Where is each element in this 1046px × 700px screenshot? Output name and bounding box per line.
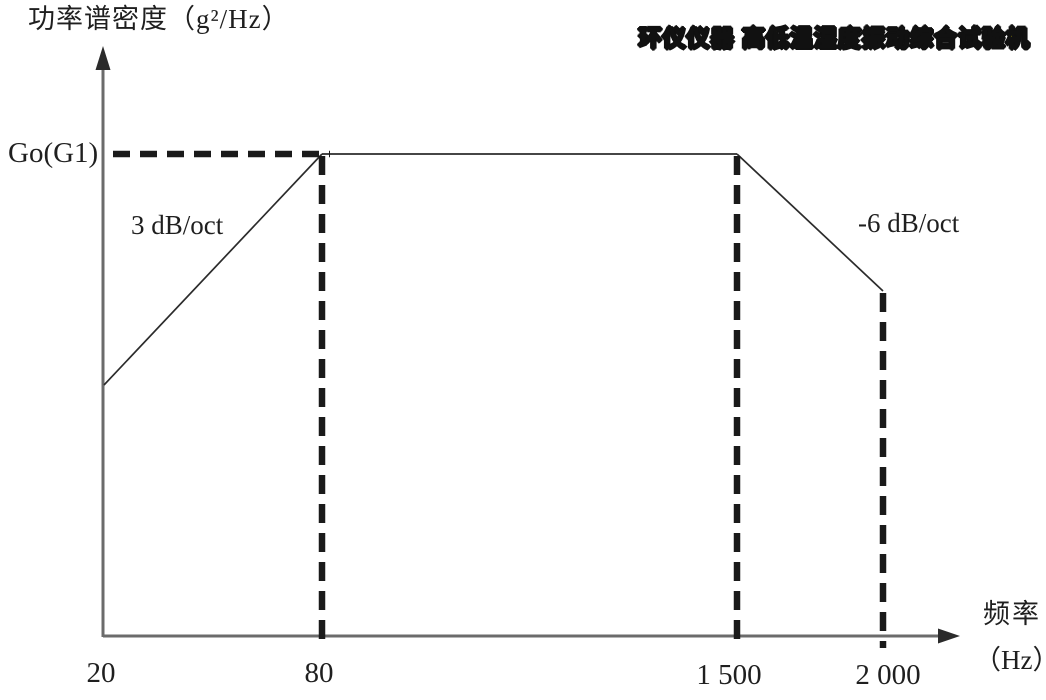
y-axis-arrow-icon [95, 46, 111, 70]
y-axis-title: 功率谱密度（g²/Hz） [28, 4, 290, 34]
x-tick-1500: 1 500 [696, 659, 762, 691]
x-axis-title: 频率 [983, 599, 1041, 629]
falling-slope-label: -6 dB/oct [858, 208, 960, 238]
x-axis-arrow-icon [938, 628, 960, 644]
rising-slope-label: 3 dB/oct [131, 210, 224, 240]
psd-falling-segment [736, 153, 884, 292]
x-tick-20: 20 [86, 657, 116, 689]
x-tick-80: 80 [304, 657, 334, 689]
watermark-text: 环仪仪器 高低温湿度振动综合试验机 [638, 25, 1030, 51]
psd-rising-segment [103, 153, 323, 386]
x-tick-2000: 2 000 [855, 659, 921, 691]
go-level-label: Go(G1) [8, 137, 99, 169]
x-axis-unit: （Hz） [974, 645, 1046, 675]
